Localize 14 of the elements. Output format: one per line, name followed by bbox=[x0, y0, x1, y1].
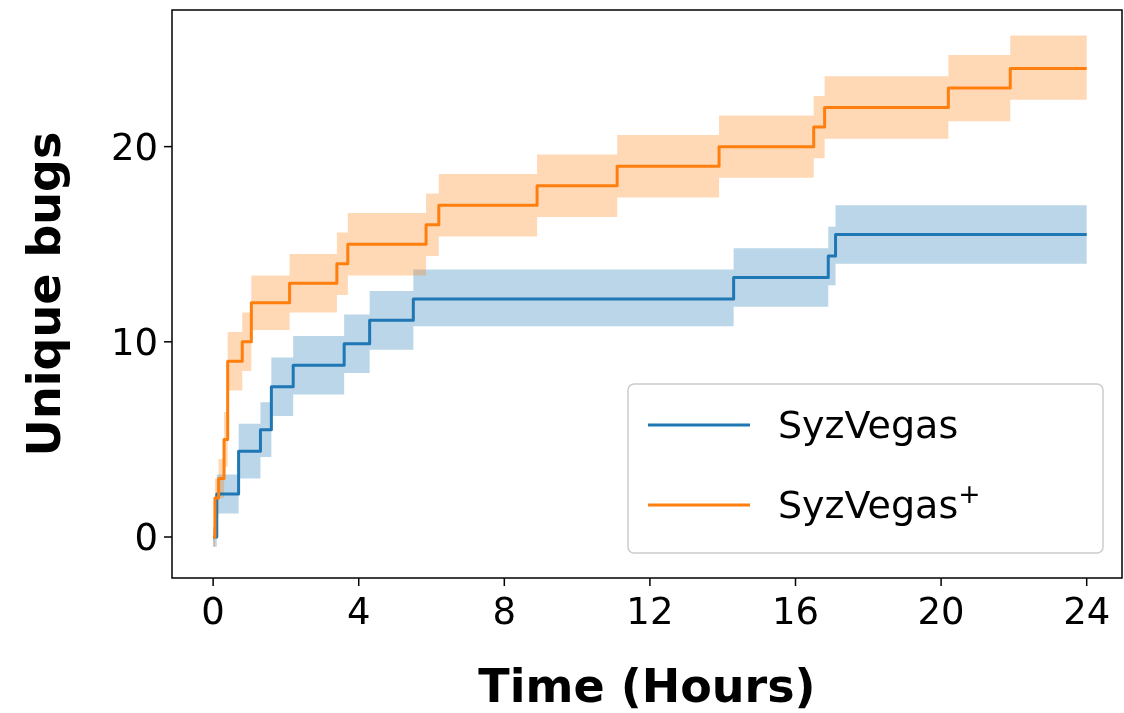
x-tick-label: 24 bbox=[1063, 590, 1111, 633]
y-tick-label: 0 bbox=[134, 515, 158, 559]
x-tick-label: 4 bbox=[346, 590, 371, 633]
x-tick-label: 0 bbox=[201, 590, 225, 633]
x-tick-label: 20 bbox=[917, 590, 965, 633]
x-tick-label: 8 bbox=[492, 590, 517, 633]
y-tick-label: 20 bbox=[110, 125, 158, 169]
x-axis-title: Time (Hours) bbox=[478, 659, 816, 713]
legend-label: SyzVegas$^{+}$ bbox=[778, 477, 981, 528]
x-tick-label: 16 bbox=[771, 590, 820, 633]
y-axis-title: Unique bugs bbox=[17, 131, 71, 457]
y-tick-label: 10 bbox=[110, 320, 158, 364]
x-tick-label: 12 bbox=[626, 590, 674, 633]
legend-label: SyzVegas bbox=[778, 403, 959, 448]
